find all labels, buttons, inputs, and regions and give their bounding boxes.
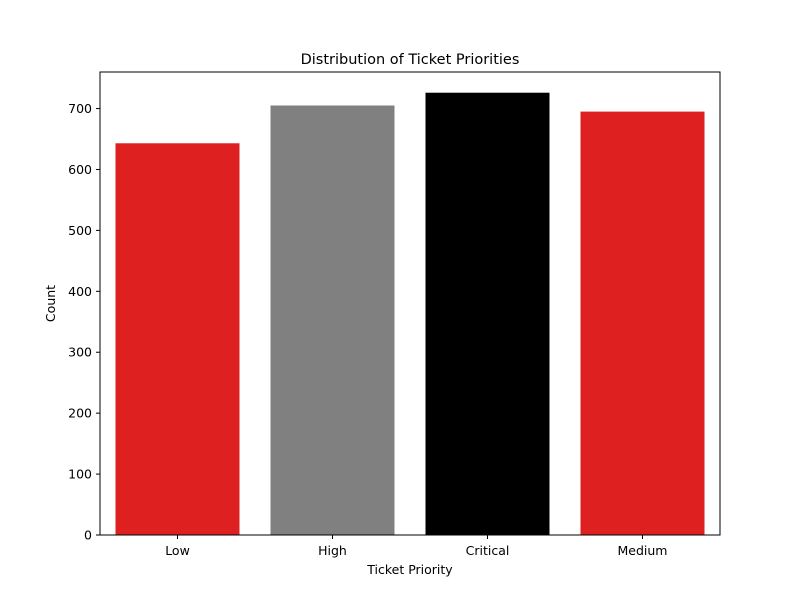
y-tick-label: 400 bbox=[68, 284, 92, 299]
bars-layer bbox=[115, 92, 705, 535]
x-tick-label: Low bbox=[165, 543, 190, 558]
y-tick-label: 500 bbox=[68, 223, 92, 238]
y-tick-label: 600 bbox=[68, 162, 92, 177]
chart-title: Distribution of Ticket Priorities bbox=[301, 52, 520, 68]
y-tick-label: 100 bbox=[68, 467, 92, 482]
bar-high bbox=[270, 105, 395, 535]
x-tick-label: Critical bbox=[466, 543, 510, 558]
bar-critical bbox=[425, 92, 550, 535]
y-tick-label: 700 bbox=[68, 101, 92, 116]
y-axis-label: Count bbox=[43, 285, 58, 322]
bar-low bbox=[115, 143, 240, 535]
x-axis-label: Ticket Priority bbox=[366, 562, 453, 577]
y-tick-label: 300 bbox=[68, 345, 92, 360]
x-tick-label: High bbox=[318, 543, 347, 558]
x-axis-ticks: Low High Critical Medium bbox=[165, 535, 667, 558]
y-tick-label: 0 bbox=[84, 528, 92, 543]
y-axis-ticks: 0 100 200 300 400 500 600 700 bbox=[68, 101, 100, 543]
y-tick-label: 200 bbox=[68, 406, 92, 421]
bar-medium bbox=[580, 111, 705, 535]
plot-area-frame bbox=[99, 71, 721, 536]
x-tick-label: Medium bbox=[618, 543, 668, 558]
